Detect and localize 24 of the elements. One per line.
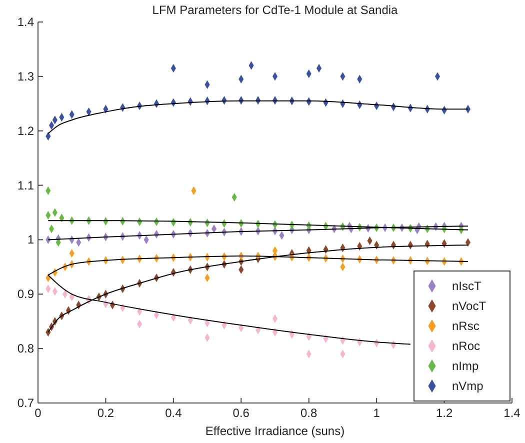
legend-label: nImp [452, 359, 480, 373]
legend-label: nRsc [452, 319, 480, 333]
x-tick-label: 0.4 [165, 406, 182, 420]
legend-label: nRoc [452, 339, 480, 353]
chart-title: LFM Parameters for CdTe-1 Module at Sandia [152, 3, 398, 17]
legend-label: nIscT [452, 279, 482, 293]
y-tick-label: 1 [27, 232, 34, 247]
legend-label: nVocT [452, 299, 487, 313]
x-axis-title: Effective Irradiance (suns) [205, 424, 345, 438]
x-tick-label: 0.8 [300, 406, 318, 420]
x-tick-label: 1 [373, 406, 380, 420]
x-tick-label: 0.2 [97, 406, 114, 420]
y-tick-label: 1.3 [17, 69, 34, 84]
x-tick-label: 1.4 [504, 406, 521, 420]
y-tick-label: 0.9 [17, 287, 34, 302]
y-tick-label: 1.4 [17, 15, 34, 29]
x-tick-label: 1.2 [436, 406, 453, 420]
y-tick-label: 1.2 [17, 124, 34, 138]
y-tick-label: 1.1 [17, 178, 34, 192]
x-tick-label: 0 [34, 406, 42, 420]
y-tick-label: 0.7 [17, 396, 34, 410]
x-tick-label: 0.6 [232, 406, 250, 420]
legend-label: nVmp [452, 379, 484, 393]
y-tick-label: 0.8 [17, 342, 34, 356]
